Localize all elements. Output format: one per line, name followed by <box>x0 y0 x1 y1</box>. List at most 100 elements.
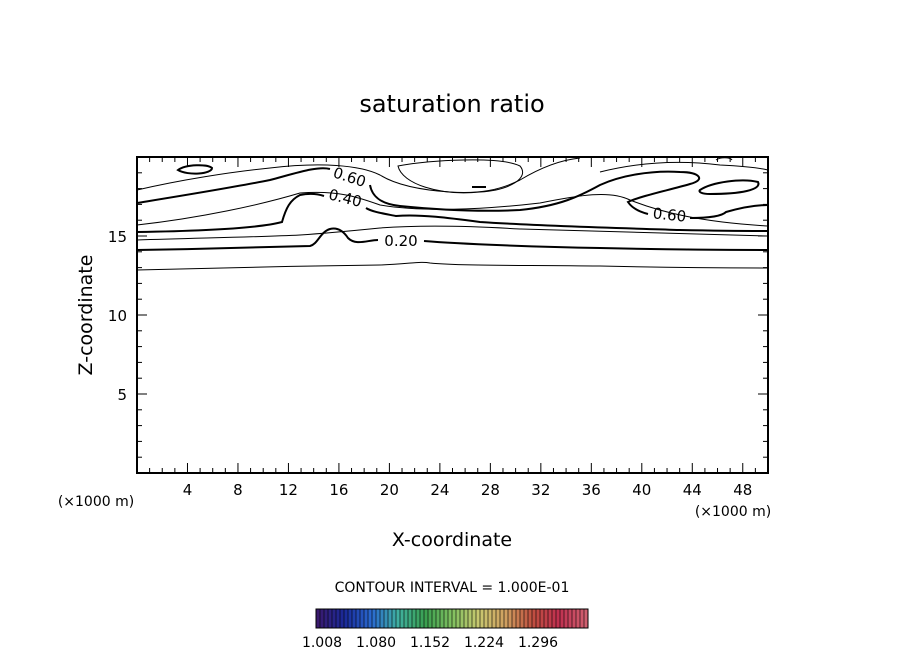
colorbar-swatch <box>508 609 513 628</box>
colorbar-swatch <box>564 609 569 628</box>
contour-interval-text: CONTOUR INTERVAL = 1.000E-01 <box>335 580 570 596</box>
colorbar-swatch <box>432 609 437 628</box>
colorbar-swatch <box>464 609 469 628</box>
colorbar-swatch <box>396 609 401 628</box>
colorbar-swatch <box>332 609 337 628</box>
colorbar-swatch <box>512 609 517 628</box>
colorbar-swatch <box>540 609 545 628</box>
contour-line-0-1 <box>136 261 769 271</box>
colorbar-swatch <box>488 609 493 628</box>
colorbar-swatch <box>436 609 441 628</box>
colorbar-swatch <box>416 609 421 628</box>
y-tick-label: 15 <box>108 228 127 246</box>
y-axis-title: Z-coordinate <box>75 255 97 376</box>
colorbar-swatch <box>320 609 325 628</box>
colorbar-swatch <box>344 609 349 628</box>
contour-closed-right <box>698 179 760 196</box>
x-unit-label-left: (×1000 m) <box>58 494 134 510</box>
colorbar-swatch <box>372 609 377 628</box>
colorbar-swatch <box>448 609 453 628</box>
contour-label: 0.20 <box>384 232 417 250</box>
colorbar-swatch <box>408 609 413 628</box>
colorbar-swatch <box>368 609 373 628</box>
colorbar-swatch <box>552 609 557 628</box>
colorbar-swatch <box>440 609 445 628</box>
contour-line-0-2 <box>136 227 769 251</box>
contour-line-0-3 <box>136 225 769 241</box>
contour-closed-left <box>176 164 214 175</box>
colorbar-swatch <box>520 609 525 628</box>
colorbar-label: 1.008 <box>302 635 342 651</box>
chart-title: saturation ratio <box>359 90 544 118</box>
colorbar-swatch <box>472 609 477 628</box>
contour-closed-topright <box>715 157 733 161</box>
colorbar-swatch <box>356 609 361 628</box>
colorbar-swatch <box>560 609 565 628</box>
x-axis-title: X-coordinate <box>392 529 512 551</box>
colorbar-swatch <box>444 609 449 628</box>
colorbar-swatch <box>484 609 489 628</box>
colorbar-swatch <box>424 609 429 628</box>
colorbar-swatch <box>384 609 389 628</box>
colorbar-swatch <box>364 609 369 628</box>
x-tick-label: 20 <box>380 481 399 499</box>
colorbar-swatch <box>536 609 541 628</box>
colorbar-swatch <box>544 609 549 628</box>
colorbar-swatch <box>532 609 537 628</box>
colorbar-swatch <box>336 609 341 628</box>
x-tick-label: 28 <box>481 481 500 499</box>
colorbar-swatch <box>360 609 365 628</box>
colorbar-swatch <box>388 609 393 628</box>
x-tick-label: 24 <box>430 481 449 499</box>
colorbar-label: 1.224 <box>464 635 504 651</box>
colorbar-swatch <box>352 609 357 628</box>
colorbar-swatch <box>452 609 457 628</box>
x-tick-label: 8 <box>233 481 243 499</box>
contour-lines: 0.60 0.40 0.20 0.60 <box>136 157 769 271</box>
colorbar-swatch <box>524 609 529 628</box>
colorbar-swatch <box>428 609 433 628</box>
y-tick-label: 5 <box>117 386 127 404</box>
contour-line-0-7b <box>397 159 523 194</box>
colorbar-swatch <box>468 609 473 628</box>
colorbar-swatch <box>572 609 577 628</box>
colorbar-swatch <box>584 609 589 628</box>
colorbar-swatch <box>576 609 581 628</box>
colorbar-swatch <box>376 609 381 628</box>
colorbar-swatch <box>420 609 425 628</box>
x-tick-label: 4 <box>183 481 193 499</box>
contour-line-0-4 <box>136 192 769 233</box>
plot-frame <box>136 156 769 474</box>
y-axis-ticks: 5 10 15 <box>108 172 768 458</box>
colorbar-swatch <box>328 609 333 628</box>
colorbar-label: 1.296 <box>518 635 558 651</box>
x-tick-label: 32 <box>531 481 550 499</box>
colorbar-swatch <box>400 609 405 628</box>
x-axis-ticks: 4 8 12 16 20 24 28 32 36 40 44 48 <box>149 157 756 499</box>
colorbar-swatch <box>556 609 561 628</box>
x-tick-label: 12 <box>279 481 298 499</box>
colorbar <box>315 609 589 628</box>
colorbar-swatch <box>412 609 417 628</box>
colorbar-swatch <box>380 609 385 628</box>
colorbar-swatch <box>516 609 521 628</box>
y-tick-label: 10 <box>108 307 127 325</box>
colorbar-swatch <box>476 609 481 628</box>
x-unit-label-right: (×1000 m) <box>695 504 771 520</box>
colorbar-swatch <box>392 609 397 628</box>
x-tick-label: 48 <box>733 481 752 499</box>
colorbar-swatch <box>548 609 553 628</box>
colorbar-labels: 1.008 1.080 1.152 1.224 1.296 <box>302 635 558 651</box>
x-tick-label: 44 <box>683 481 702 499</box>
contour-line-0-7 <box>136 157 769 193</box>
colorbar-swatch <box>324 609 329 628</box>
colorbar-swatch <box>316 609 321 628</box>
colorbar-label: 1.080 <box>356 635 396 651</box>
colorbar-swatch <box>496 609 501 628</box>
colorbar-swatch <box>480 609 485 628</box>
colorbar-swatch <box>500 609 505 628</box>
colorbar-frame <box>315 608 589 629</box>
colorbar-swatch <box>568 609 573 628</box>
x-tick-label: 16 <box>329 481 348 499</box>
